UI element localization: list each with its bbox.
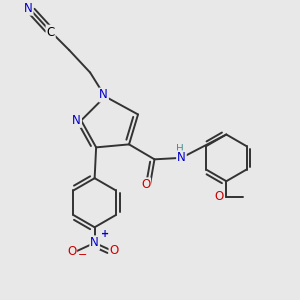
- Text: H: H: [176, 145, 184, 154]
- Text: O: O: [110, 244, 119, 257]
- Text: O: O: [67, 245, 76, 258]
- Text: C: C: [46, 26, 55, 39]
- Text: O: O: [214, 190, 224, 203]
- Text: +: +: [101, 230, 109, 239]
- Text: −: −: [78, 250, 88, 260]
- Text: N: N: [99, 88, 108, 101]
- Text: N: N: [177, 151, 186, 164]
- Text: N: N: [24, 2, 33, 15]
- Text: O: O: [141, 178, 150, 191]
- Text: N: N: [72, 114, 81, 127]
- Text: N: N: [90, 236, 99, 249]
